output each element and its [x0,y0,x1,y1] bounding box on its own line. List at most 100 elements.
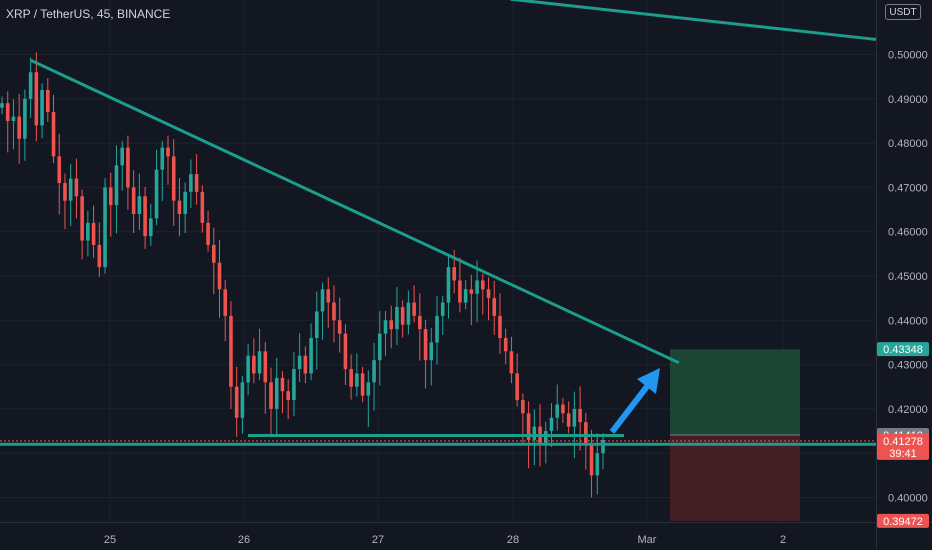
candle-body [183,191,187,214]
candle-body [429,342,434,361]
target-zone [670,349,800,436]
candle-body [269,382,273,409]
candle-body [389,320,394,330]
candle-body [349,369,353,387]
candle-body [589,444,594,476]
candle-body [51,112,56,157]
price-tick-label: 0.45000 [888,271,928,283]
candle-body [229,315,233,387]
countdown-label: 39:41 [889,448,917,460]
candle-body [601,439,605,454]
time-tick-label: 25 [104,534,116,546]
candle-body [211,244,216,263]
time-tick-label: Mar [638,534,657,546]
candle-body [91,222,96,245]
projection-arrow-shaft [609,378,655,434]
candle-body [280,377,285,392]
candle-body [28,72,33,99]
candle-body [108,187,113,206]
price-tag-label: 0.43348 [883,344,923,356]
price-tick-label: 0.46000 [888,227,928,239]
candle-body [532,426,537,440]
candle-body [412,302,416,316]
candle-body [326,289,331,303]
candle-body [418,315,422,330]
candle-body [149,218,153,237]
candle-body [383,320,388,334]
candle-body [458,280,462,303]
candle-body [366,382,371,396]
candle-body [234,386,239,418]
candle-body [309,338,313,374]
candle-body [515,373,519,401]
candle-body [572,408,577,427]
candle-body [217,262,222,290]
candle-body [200,191,205,223]
candle-body [206,222,210,245]
candle-body [286,391,290,401]
candle-body [45,89,50,113]
candle-body [11,116,16,121]
candle-body [223,289,228,316]
price-tick-label: 0.48000 [888,138,928,150]
candle-body [486,289,491,299]
candle-body [320,289,325,312]
time-tick-label: 28 [507,534,519,546]
candle-body [503,338,508,352]
price-tick-label: 0.49000 [888,94,928,106]
price-tag [877,342,929,357]
candle-body [103,187,107,268]
candle-body [257,351,262,374]
candle-body [543,431,548,445]
candle-body [17,116,21,139]
candle-body [446,267,451,303]
candle-body [189,174,193,192]
stop-zone [670,435,800,521]
candle-body [355,373,359,387]
candle-body [509,351,514,374]
candle-body [143,196,147,237]
candle-body [475,280,479,294]
candle-body [360,373,365,396]
candle-body [423,329,428,361]
upper-trendline [510,0,877,41]
price-tick-label: 0.47000 [888,182,928,194]
candle-body [595,453,600,476]
price-tag [877,513,929,528]
price-tick-label: 0.50000 [888,50,928,62]
candle-body [57,156,62,183]
currency-selector-button[interactable]: USDT [885,4,921,20]
candle-body [337,320,342,334]
candle-body [521,400,525,414]
candle-body [63,182,67,201]
price-tick-label: 0.40000 [888,493,928,505]
candle-body [171,156,176,201]
price-tag-label: 0.39472 [883,516,923,528]
candle-body [0,103,4,108]
candle-body [395,307,399,330]
candle-body [303,355,308,374]
candle-body [561,404,565,414]
candle-body [5,103,10,121]
candle-body [406,302,411,325]
price-tag-label: 0.41278 [883,436,923,448]
candle-body [97,244,102,268]
candle-body [131,187,136,214]
time-tick-label: 27 [372,534,384,546]
descending-trendline [30,58,680,365]
candle-body [440,302,445,316]
symbol-title[interactable]: XRP / TetherUS, 45, BINANCE [6,7,171,21]
candle-body [126,147,130,188]
candle-body [23,98,27,139]
candle-body [74,178,79,197]
candle-body [343,333,348,370]
candle-body [274,377,279,409]
candle-body [492,298,497,316]
candle-body [297,355,302,370]
price-tag [877,433,929,460]
candle-body [120,147,124,166]
candle-body [332,302,336,321]
price-tick-label: 0.44000 [888,315,928,327]
